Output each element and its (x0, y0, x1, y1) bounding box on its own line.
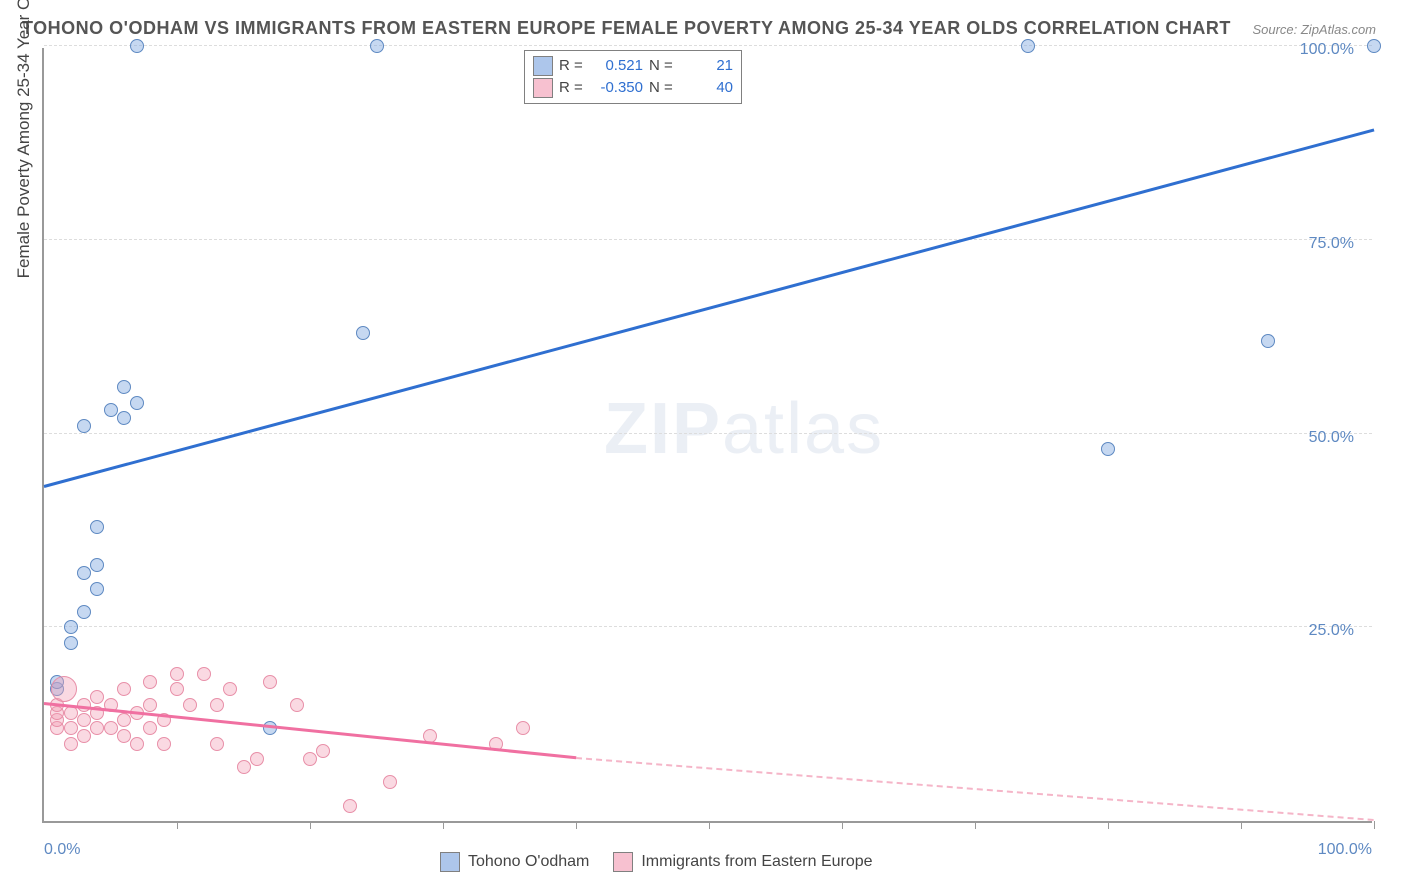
data-point-immigrants (250, 752, 264, 766)
data-point-immigrants (197, 667, 211, 681)
x-tick (709, 821, 710, 829)
x-tick-label-max: 100.0% (1318, 841, 1372, 859)
data-point-tohono (77, 419, 91, 433)
data-point-immigrants (170, 682, 184, 696)
n-value: 40 (683, 77, 733, 99)
corr-row-blue: R = 0.521 N = 21 (533, 55, 733, 77)
x-tick-label-min: 0.0% (44, 841, 80, 859)
y-tick-label: 50.0% (1309, 429, 1354, 447)
data-point-tohono (64, 620, 78, 634)
x-tick (1374, 821, 1375, 829)
data-point-tohono (117, 411, 131, 425)
gridline-h (44, 239, 1372, 240)
legend-label: Immigrants from Eastern Europe (641, 853, 872, 871)
data-point-immigrants (143, 675, 157, 689)
data-point-tohono (1101, 442, 1115, 456)
data-point-tohono (104, 403, 118, 417)
y-tick-label: 25.0% (1309, 622, 1354, 640)
data-point-tohono (130, 396, 144, 410)
data-point-immigrants (130, 737, 144, 751)
x-tick (576, 821, 577, 829)
gridline-h (44, 45, 1372, 46)
data-point-immigrants (104, 721, 118, 735)
series-legend: Tohono O'odham Immigrants from Eastern E… (440, 852, 873, 872)
trendline-immigrants-extrap (576, 757, 1374, 821)
data-point-immigrants (90, 690, 104, 704)
data-point-immigrants (143, 698, 157, 712)
data-point-immigrants (157, 737, 171, 751)
data-point-immigrants (210, 698, 224, 712)
data-point-immigrants (64, 737, 78, 751)
data-point-immigrants (516, 721, 530, 735)
data-point-tohono (356, 326, 370, 340)
data-point-immigrants (117, 729, 131, 743)
source-attribution: Source: ZipAtlas.com (1252, 22, 1376, 37)
data-point-immigrants (77, 729, 91, 743)
x-tick (310, 821, 311, 829)
data-point-tohono (90, 520, 104, 534)
data-point-immigrants (90, 721, 104, 735)
data-point-immigrants (183, 698, 197, 712)
data-point-tohono (90, 582, 104, 596)
data-point-immigrants (383, 775, 397, 789)
data-point-immigrants (143, 721, 157, 735)
n-value: 21 (683, 55, 733, 77)
data-point-tohono (370, 39, 384, 53)
data-point-immigrants (316, 744, 330, 758)
data-point-immigrants (343, 799, 357, 813)
data-point-tohono (1021, 39, 1035, 53)
trendline-tohono (44, 128, 1375, 487)
x-tick (842, 821, 843, 829)
x-tick (1241, 821, 1242, 829)
swatch-pink (533, 78, 553, 98)
legend-label: Tohono O'odham (468, 853, 589, 871)
data-point-tohono (1261, 334, 1275, 348)
data-point-immigrants (117, 682, 131, 696)
x-tick (975, 821, 976, 829)
data-point-tohono (130, 39, 144, 53)
y-tick-label: 75.0% (1309, 235, 1354, 253)
legend-item-tohono: Tohono O'odham (440, 852, 589, 872)
data-point-tohono (77, 605, 91, 619)
plot-area: ZIPatlas R = 0.521 N = 21 R = -0.350 N =… (42, 48, 1372, 823)
x-tick (443, 821, 444, 829)
swatch-pink (613, 852, 633, 872)
data-point-immigrants (210, 737, 224, 751)
y-tick-label: 100.0% (1300, 41, 1354, 59)
data-point-immigrants (64, 721, 78, 735)
swatch-blue (440, 852, 460, 872)
r-label: R = (559, 55, 587, 77)
data-point-immigrants (77, 713, 91, 727)
data-point-immigrants (263, 675, 277, 689)
r-label: R = (559, 77, 587, 99)
x-tick (1108, 821, 1109, 829)
legend-item-immigrants: Immigrants from Eastern Europe (613, 852, 872, 872)
data-point-immigrants-large (51, 676, 77, 702)
gridline-h (44, 626, 1372, 627)
r-value: -0.350 (593, 77, 643, 99)
data-point-tohono (64, 636, 78, 650)
data-point-immigrants (117, 713, 131, 727)
data-point-immigrants (237, 760, 251, 774)
chart-title: TOHONO O'ODHAM VS IMMIGRANTS FROM EASTER… (22, 18, 1231, 39)
r-value: 0.521 (593, 55, 643, 77)
swatch-blue (533, 56, 553, 76)
n-label: N = (649, 55, 677, 77)
n-label: N = (649, 77, 677, 99)
data-point-immigrants (303, 752, 317, 766)
data-point-immigrants (290, 698, 304, 712)
data-point-tohono (77, 566, 91, 580)
x-tick (177, 821, 178, 829)
correlation-legend: R = 0.521 N = 21 R = -0.350 N = 40 (524, 50, 742, 104)
corr-row-pink: R = -0.350 N = 40 (533, 77, 733, 99)
data-point-immigrants (170, 667, 184, 681)
data-point-tohono (90, 558, 104, 572)
watermark: ZIPatlas (604, 388, 884, 470)
data-point-immigrants (223, 682, 237, 696)
data-point-tohono (117, 380, 131, 394)
y-axis-label: Female Poverty Among 25-34 Year Olds (14, 0, 34, 278)
data-point-tohono (1367, 39, 1381, 53)
